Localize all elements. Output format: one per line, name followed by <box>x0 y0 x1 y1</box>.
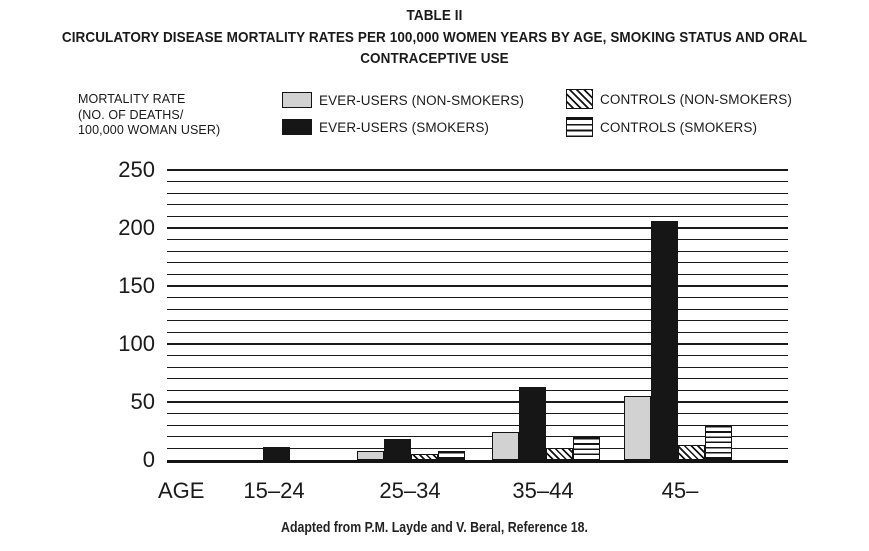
minor-gridline <box>167 180 788 183</box>
bar-gray-group4 <box>624 396 651 460</box>
minor-gridline <box>167 436 788 438</box>
major-gridline <box>167 226 788 230</box>
minor-gridline <box>167 273 788 276</box>
major-gridline <box>167 400 788 404</box>
table-label: TABLE II <box>406 7 463 24</box>
legend-label: CONTROLS (SMOKERS) <box>600 119 758 135</box>
major-gridline <box>167 284 788 288</box>
minor-gridline <box>167 308 788 310</box>
bar-black-group3 <box>519 386 546 460</box>
minor-gridline <box>167 215 788 218</box>
minor-gridline <box>167 262 788 264</box>
minor-gridline <box>167 389 788 392</box>
minor-gridline <box>167 366 788 368</box>
legend-label: EVER-USERS (SMOKERS) <box>319 119 490 135</box>
figure-title-line-1: CIRCULATORY DISEASE MORTALITY RATES PER … <box>61 29 808 46</box>
minor-gridline <box>167 447 788 450</box>
y-axis-unit-note-line: (NO. OF DEATHS/ <box>78 107 184 122</box>
y-axis-tick-label: 0 <box>142 447 155 472</box>
major-gridline <box>167 342 788 346</box>
legend-label: CONTROLS (NON-SMOKERS) <box>600 91 792 107</box>
legend-swatch-gray-icon <box>282 92 312 108</box>
minor-gridline <box>167 250 788 252</box>
bar-hatch-group2 <box>411 454 438 460</box>
bar-black-group1 <box>263 447 290 460</box>
x-axis-label: 25–34 <box>379 478 441 503</box>
y-axis-tick-label: 100 <box>118 331 155 356</box>
y-axis-tick-label: 150 <box>118 273 155 298</box>
minor-gridline <box>167 204 788 206</box>
bar-hlines-group2 <box>438 450 465 460</box>
y-axis-unit-note-line: MORTALITY RATE <box>78 92 186 106</box>
legend-swatch-black-icon <box>282 119 312 135</box>
legend-item-ever-users-smokers: EVER-USERS (SMOKERS) <box>282 117 489 137</box>
x-axis-label: 35–44 <box>512 478 574 503</box>
legend-label: EVER-USERS (NON-SMOKERS) <box>319 92 524 108</box>
x-axis-label: 45– <box>661 478 699 503</box>
x-axis-title: AGE <box>158 478 205 503</box>
y-axis-unit-note-line: 100,000 WOMAN USER) <box>78 123 221 137</box>
minor-gridline <box>167 424 788 426</box>
minor-gridline <box>167 192 788 194</box>
legend-item-controls-non-smokers: CONTROLS (NON-SMOKERS) <box>566 89 792 109</box>
figure-footer-citation: Adapted from P.M. Layde and V. Beral, Re… <box>281 520 588 536</box>
bar-hlines-group4 <box>705 425 732 460</box>
y-axis-unit-note: MORTALITY RATE (NO. OF DEATHS/ 100,000 W… <box>78 92 220 139</box>
minor-gridline <box>167 238 788 241</box>
chart-plot-area: 0 50 100 150 200 250 15–24 25–34 35–44 45– <box>118 157 788 503</box>
legend-swatch-diagonal-hatch-icon <box>566 89 593 109</box>
bar-hatch-group3 <box>546 448 573 460</box>
legend-item-controls-smokers: CONTROLS (SMOKERS) <box>566 117 757 137</box>
bar-hlines-group3 <box>573 436 600 460</box>
x-axis-label: 15–24 <box>243 478 305 503</box>
bar-hatch-group4 <box>678 444 705 460</box>
bar-gray-group2 <box>357 450 384 460</box>
bar-black-group2 <box>384 439 411 460</box>
y-axis-tick-label: 250 <box>118 157 155 182</box>
legend-swatch-horizontal-lines-icon <box>566 117 593 137</box>
major-gridline <box>167 168 788 172</box>
y-axis-tick-label: 50 <box>130 389 155 414</box>
minor-gridline <box>167 296 788 299</box>
bar-black-group4 <box>651 221 678 460</box>
legend-item-ever-users-non-smokers: EVER-USERS (NON-SMOKERS) <box>282 90 524 110</box>
y-axis-tick-label: 200 <box>118 215 155 240</box>
bar-gray-group3 <box>492 432 519 460</box>
minor-gridline <box>167 412 788 415</box>
figure-title-line-2: CONTRACEPTIVE USE <box>360 50 509 67</box>
minor-gridline <box>167 354 788 357</box>
minor-gridline <box>167 331 788 334</box>
minor-gridline <box>167 378 788 380</box>
minor-gridline <box>167 320 788 322</box>
